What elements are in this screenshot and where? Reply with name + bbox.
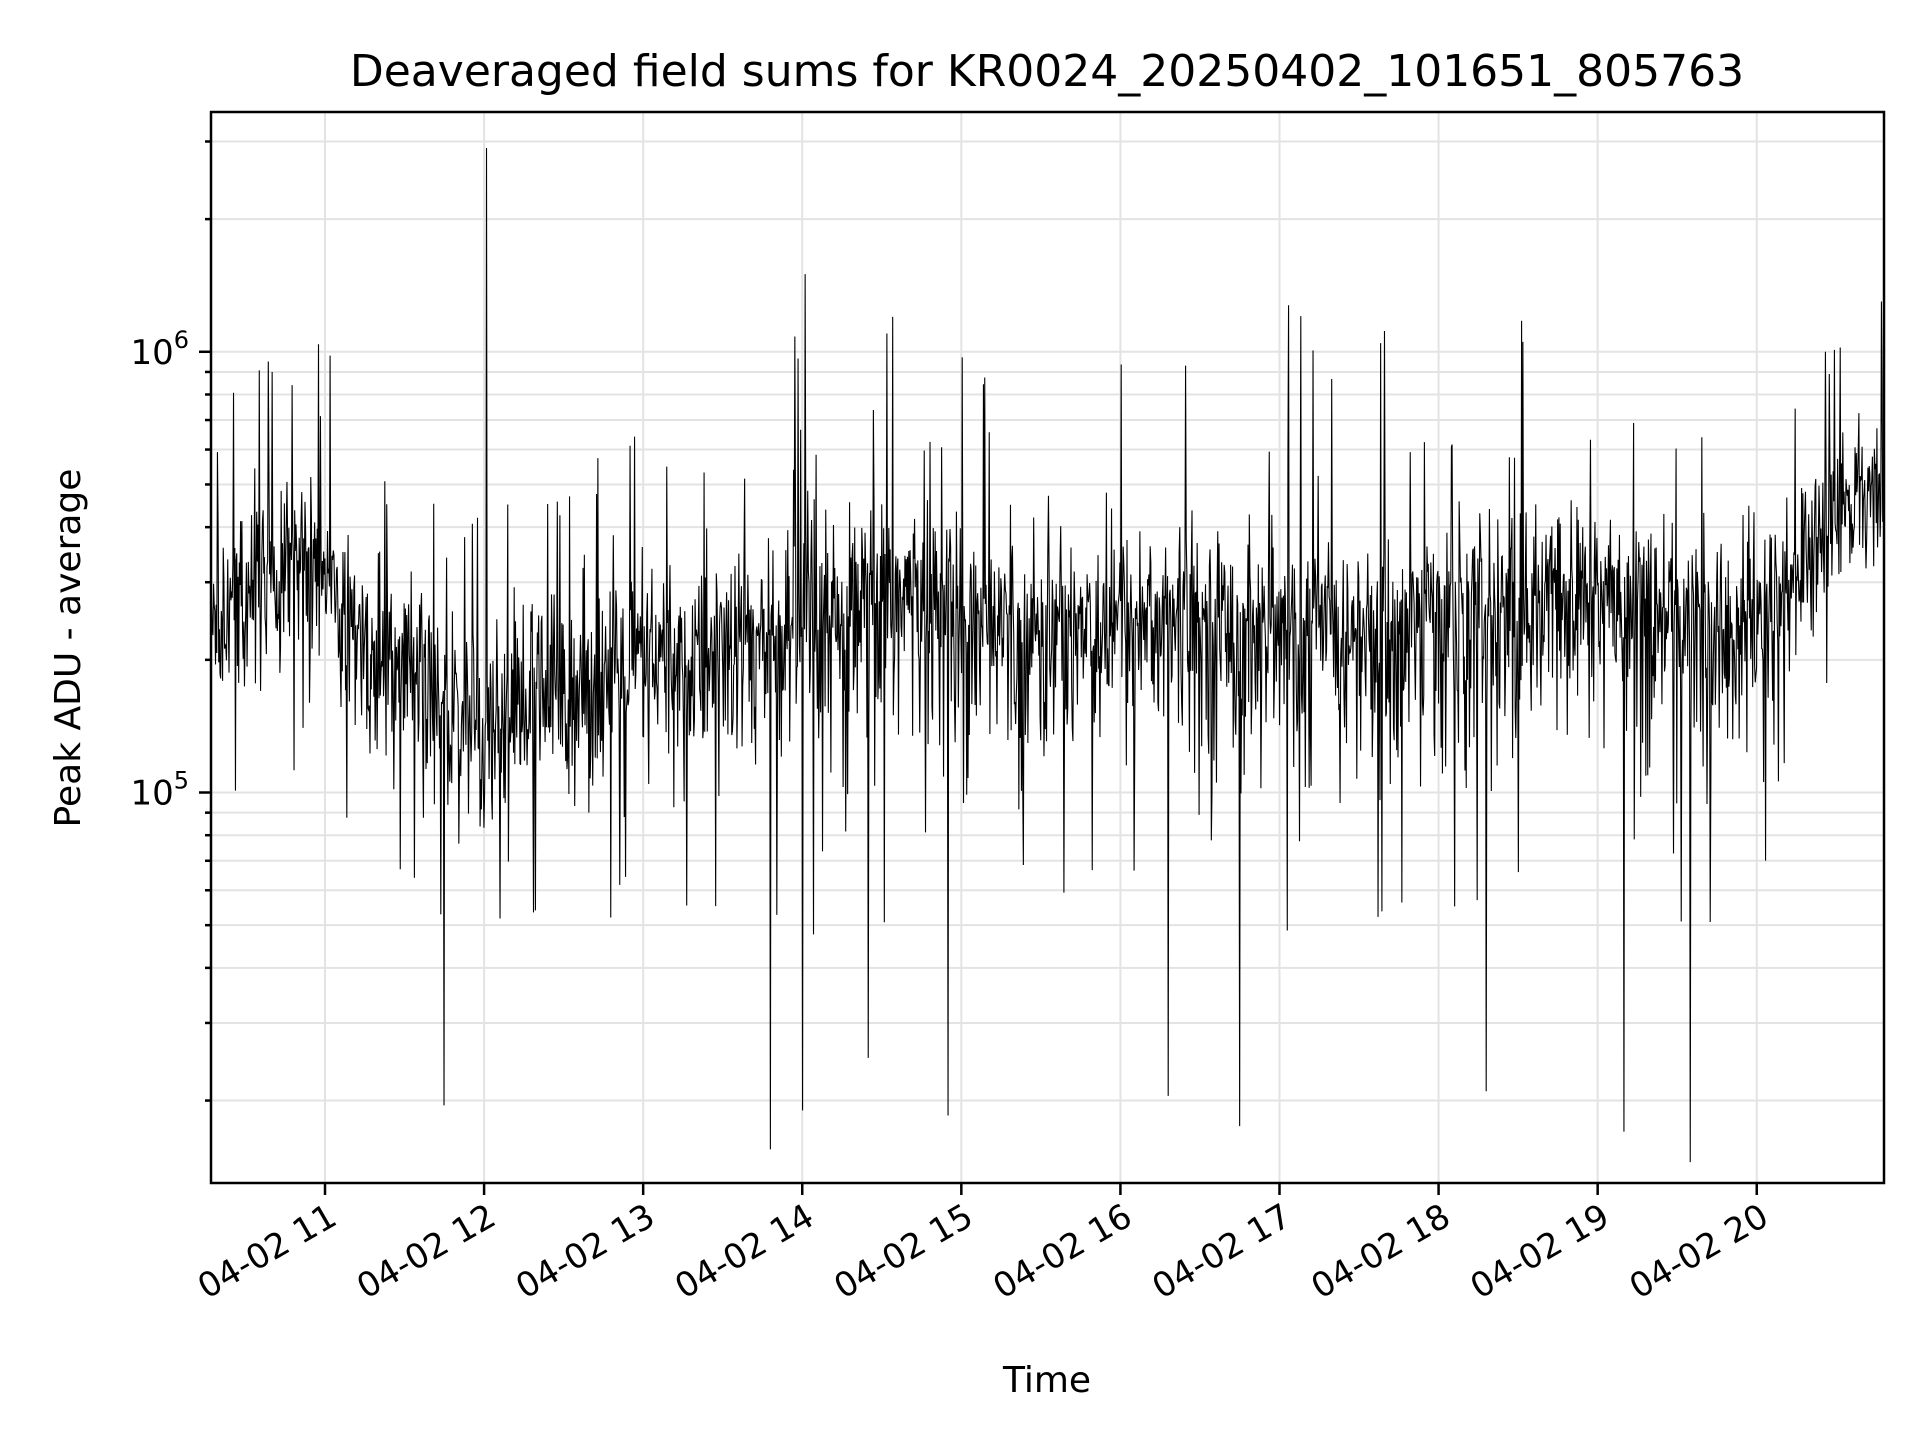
x-axis-label: Time — [1002, 1360, 1091, 1401]
data-series — [210, 147, 1885, 1163]
series-line — [210, 147, 1885, 1163]
chart-title: Deaveraged field sums for KR0024_2025040… — [350, 46, 1744, 97]
y-tick-label: 105 — [130, 766, 189, 813]
y-axis-label: Peak ADU - average — [48, 469, 89, 828]
y-tick-label: 106 — [130, 326, 189, 373]
plot-frame — [209, 110, 1886, 1185]
